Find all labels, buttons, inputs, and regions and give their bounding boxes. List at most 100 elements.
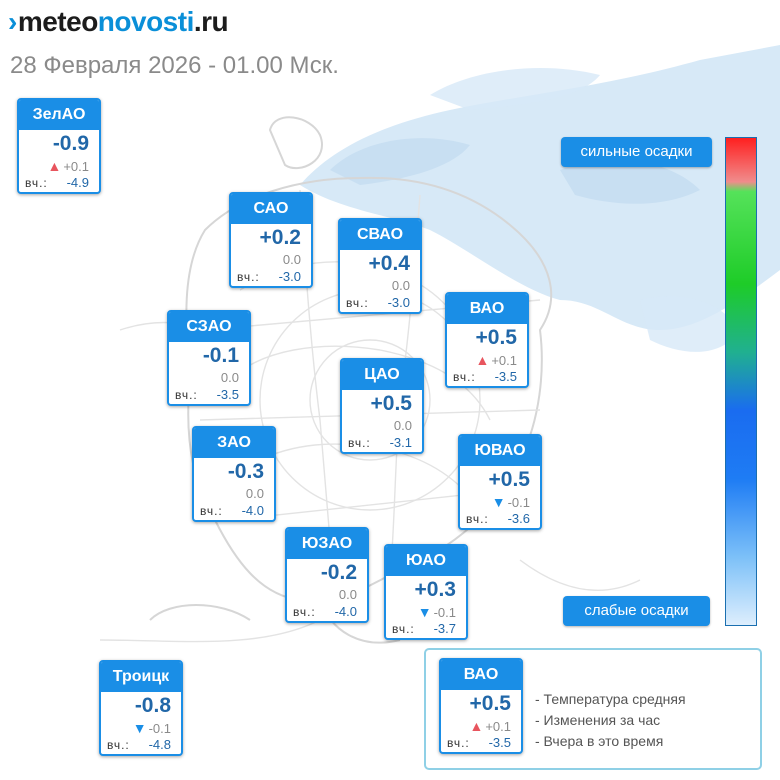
- district-name: ВАО: [447, 294, 527, 324]
- yesterday-label: вч.:: [348, 436, 371, 450]
- district-name: ЗАО: [194, 428, 274, 458]
- yesterday-temperature: -4.0: [241, 503, 264, 518]
- district-card-zelao: ЗелАО -0.9 ▲ +0.1 вч.: -4.9: [17, 98, 101, 194]
- hourly-change: ▲ +0.1: [47, 159, 89, 174]
- triangle-down-icon: ▼: [491, 494, 506, 510]
- district-name: ЗелАО: [19, 100, 99, 130]
- district-name: ЮАО: [386, 546, 466, 576]
- district-name: Троицк: [101, 662, 181, 692]
- yesterday-label: вч.:: [453, 370, 476, 384]
- average-temperature: -0.9: [52, 132, 89, 155]
- hourly-change-value: -0.1: [148, 721, 171, 736]
- hourly-change-value: +0.1: [491, 353, 517, 368]
- yesterday-temperature: -4.8: [148, 737, 171, 752]
- district-name: ВАО: [441, 660, 521, 690]
- logo-text-domain: .ru: [193, 6, 229, 37]
- hourly-change: ▼ -0.1: [492, 495, 530, 510]
- yesterday-temperature: -3.0: [278, 269, 301, 284]
- yesterday-label: вч.:: [447, 736, 470, 750]
- yesterday-label: вч.:: [107, 738, 130, 752]
- yesterday-temperature: -4.9: [66, 175, 89, 190]
- yesterday-label: вч.:: [237, 270, 260, 284]
- legend-line-hourly-change: - Изменения за час: [535, 712, 661, 728]
- yesterday-temperature: -3.0: [387, 295, 410, 310]
- yesterday-temperature: -3.1: [389, 435, 412, 450]
- yesterday-temperature: -3.6: [507, 511, 530, 526]
- average-temperature: +0.5: [488, 468, 530, 491]
- light-precipitation-label: слабые осадки: [563, 596, 710, 626]
- triangle-down-icon: ▼: [132, 720, 147, 736]
- hourly-change: 0.0: [283, 253, 301, 267]
- triangle-up-icon: ▲: [469, 718, 484, 734]
- hourly-change: ▼ -0.1: [133, 721, 171, 736]
- hourly-change-value: 0.0: [282, 252, 301, 267]
- hourly-change-value: 0.0: [338, 587, 357, 602]
- average-temperature: -0.8: [134, 694, 171, 717]
- precipitation-cloud: [300, 45, 780, 352]
- average-temperature: +0.3: [414, 578, 456, 601]
- district-card-svao: СВАО +0.4 0.0 вч.: -3.0: [338, 218, 422, 314]
- hourly-change-value: -0.1: [507, 495, 530, 510]
- district-name: ЮВАО: [460, 436, 540, 466]
- yesterday-label: вч.:: [466, 512, 489, 526]
- average-temperature: -0.2: [320, 561, 357, 584]
- logo-mark-icon: ›: [8, 6, 17, 37]
- legend-line-yesterday: - Вчера в это время: [535, 733, 664, 749]
- average-temperature: -0.3: [227, 460, 264, 483]
- hourly-change-value: 0.0: [245, 486, 264, 501]
- precipitation-color-scale: [725, 137, 757, 626]
- yesterday-temperature: -3.5: [216, 387, 239, 402]
- hourly-change-value: +0.1: [63, 159, 89, 174]
- hourly-change-value: 0.0: [391, 278, 410, 293]
- yesterday-label: вч.:: [293, 605, 316, 619]
- logo-text-novosti: novosti: [97, 6, 195, 37]
- yesterday-label: вч.:: [346, 296, 369, 310]
- legend-descriptions: - Температура средняя - Изменения за час…: [535, 689, 686, 752]
- district-card-szao: СЗАО -0.1 0.0 вч.: -3.5: [167, 310, 251, 406]
- yesterday-temperature: -3.7: [433, 621, 456, 636]
- average-temperature: +0.5: [370, 392, 412, 415]
- hourly-change: ▲ +0.1: [475, 353, 517, 368]
- hourly-change-value: -0.1: [433, 605, 456, 620]
- yesterday-label: вч.:: [25, 176, 48, 190]
- yesterday-label: вч.:: [200, 504, 223, 518]
- average-temperature: +0.2: [259, 226, 301, 249]
- district-card-yuzao: ЮЗАО -0.2 0.0 вч.: -4.0: [285, 527, 369, 623]
- hourly-change: 0.0: [339, 588, 357, 602]
- forecast-datetime: 28 Февраля 2026 - 01.00 Мск.: [10, 52, 339, 79]
- district-card-vao: ВАО +0.5 ▲ +0.1 вч.: -3.5: [445, 292, 529, 388]
- district-name: СВАО: [340, 220, 420, 250]
- hourly-change-value: 0.0: [220, 370, 239, 385]
- hourly-change: 0.0: [221, 371, 239, 385]
- hourly-change-value: 0.0: [393, 418, 412, 433]
- average-temperature: +0.5: [469, 692, 511, 715]
- triangle-up-icon: ▲: [47, 158, 62, 174]
- hourly-change: 0.0: [246, 487, 264, 501]
- triangle-down-icon: ▼: [417, 604, 432, 620]
- district-name: ЦАО: [342, 360, 422, 390]
- average-temperature: +0.5: [475, 326, 517, 349]
- triangle-up-icon: ▲: [475, 352, 490, 368]
- logo-text-meteo: meteo: [17, 6, 98, 37]
- district-name: САО: [231, 194, 311, 224]
- hourly-change: ▲ +0.1: [469, 719, 511, 734]
- yesterday-label: вч.:: [392, 622, 415, 636]
- hourly-change: 0.0: [394, 419, 412, 433]
- average-temperature: +0.4: [368, 252, 410, 275]
- legend-example-card: ВАО +0.5 ▲ +0.1 вч.: -3.5: [439, 658, 523, 754]
- district-card-yuvao: ЮВАО +0.5 ▼ -0.1 вч.: -3.6: [458, 434, 542, 530]
- yesterday-label: вч.:: [175, 388, 198, 402]
- heavy-precipitation-label: сильные осадки: [561, 137, 712, 167]
- district-card-zao: ЗАО -0.3 0.0 вч.: -4.0: [192, 426, 276, 522]
- district-card-sao: САО +0.2 0.0 вч.: -3.0: [229, 192, 313, 288]
- district-name: СЗАО: [169, 312, 249, 342]
- district-card-troitsk: Троицк -0.8 ▼ -0.1 вч.: -4.8: [99, 660, 183, 756]
- district-name: ЮЗАО: [287, 529, 367, 559]
- hourly-change-value: +0.1: [485, 719, 511, 734]
- site-logo[interactable]: ›meteonovosti.ru: [8, 6, 229, 38]
- legend-line-average-temperature: - Температура средняя: [535, 691, 686, 707]
- yesterday-temperature: -4.0: [334, 604, 357, 619]
- hourly-change: ▼ -0.1: [418, 605, 456, 620]
- average-temperature: -0.1: [202, 344, 239, 367]
